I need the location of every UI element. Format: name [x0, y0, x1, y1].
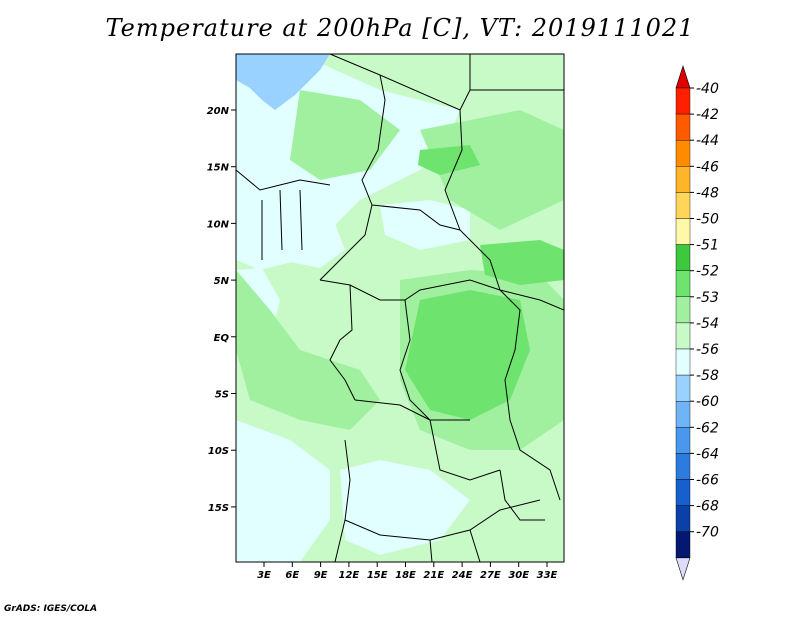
temperature-fill [236, 54, 564, 562]
colorbar-bottom-arrow [675, 557, 691, 581]
colorbar-segment [675, 192, 691, 219]
colorbar-segment [675, 166, 691, 193]
colorbar-label: -48 [696, 185, 719, 201]
lon-tick-label: 6E [285, 570, 299, 581]
colorbar-segment [675, 427, 691, 454]
country-borders [236, 54, 564, 562]
colorbar-label: -53 [696, 290, 719, 306]
lat-tick-label: 5S [215, 390, 229, 401]
lat-tick-label: 15N [207, 163, 230, 174]
lat-tick-label: 20N [207, 106, 230, 117]
colorbar-label: -46 [696, 159, 719, 175]
colorbar-label: -54 [696, 316, 719, 332]
lon-tick-label: 21E [423, 570, 444, 581]
colorbar-label: -50 [696, 212, 719, 228]
colorbar-segment [675, 505, 691, 532]
colorbar: -40 -42 -44 -46 -48 -50 -51 -52 -53 -54 -56 -58 -60 -… [675, 65, 719, 581]
lat-tick-label: 10N [207, 219, 230, 230]
colorbar-segment [675, 218, 691, 245]
grads-credit: GrADS: IGES/COLA [4, 604, 98, 614]
lat-tick-label: 15S [208, 503, 229, 514]
colorbar-label: -52 [696, 264, 719, 280]
colorbar-segment [675, 244, 691, 271]
colorbar-label: -68 [696, 499, 719, 515]
lon-tick-label: 24E [452, 570, 473, 581]
colorbar-segment [675, 531, 691, 559]
colorbar-segment [675, 348, 691, 376]
colorbar-segment [675, 139, 691, 167]
colorbar-label: -70 [696, 525, 719, 541]
colorbar-label: -42 [696, 107, 719, 123]
lat-tick-label: 5N [214, 276, 230, 287]
colorbar-label: -64 [696, 446, 719, 462]
colorbar-label: -60 [696, 394, 719, 410]
lon-tick-label: 18E [395, 570, 416, 581]
colorbar-segment [675, 479, 691, 506]
lon-tick-label: 33E [537, 570, 558, 581]
lat-tick-label: 10S [208, 446, 229, 457]
colorbar-label: -51 [696, 238, 719, 254]
colorbar-segment [675, 453, 691, 480]
colorbar-label: -62 [696, 420, 719, 436]
plot-frame [235, 53, 565, 563]
lon-tick-label: 12E [339, 570, 360, 581]
lat-tick-label: EQ [214, 333, 230, 344]
colorbar-segment [675, 401, 691, 428]
colorbar-label: -40 [696, 81, 719, 97]
colorbar-label: -56 [696, 342, 719, 358]
colorbar-segment [675, 270, 691, 298]
colorbar-segment [675, 113, 691, 141]
colorbar-segment [675, 87, 691, 115]
lon-tick-label: 9E [314, 570, 328, 581]
colorbar-segment [675, 296, 691, 324]
colorbar-label: -58 [696, 368, 719, 384]
colorbar-label: -44 [696, 133, 719, 149]
colorbar-top-arrow [675, 65, 691, 89]
lon-tick-label: 15E [367, 570, 388, 581]
colorbar-segment [675, 322, 691, 350]
longitude-axis: 3E 6E 9E 12E 15E 18E 21E 24E 27E 30E 33E [257, 562, 558, 581]
lon-tick-label: 27E [480, 570, 501, 581]
colorbar-label: -66 [696, 473, 719, 489]
lon-tick-label: 30E [508, 570, 529, 581]
chart-title: Temperature at 200hPa [C], VT: 201911102… [105, 14, 695, 42]
lon-tick-label: 3E [257, 570, 271, 581]
latitude-axis: 20N 15N 10N 5N EQ 5S 10S 15S [207, 106, 236, 514]
colorbar-segment [675, 374, 691, 402]
